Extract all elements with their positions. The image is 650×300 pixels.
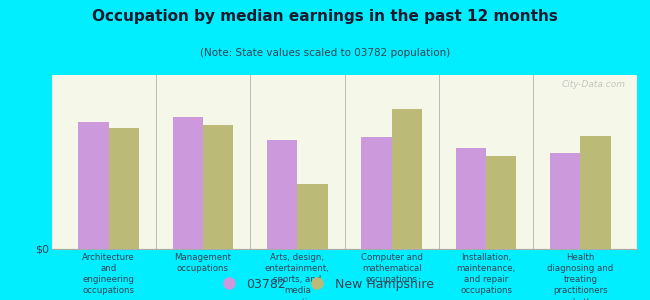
Text: Occupation by median earnings in the past 12 months: Occupation by median earnings in the pas… bbox=[92, 9, 558, 24]
Bar bbox=[109, 128, 139, 249]
Text: City-Data.com: City-Data.com bbox=[562, 80, 625, 89]
Legend: 03782, New Hampshire: 03782, New Hampshire bbox=[216, 278, 434, 291]
Bar bbox=[203, 125, 233, 249]
Bar bbox=[486, 156, 516, 249]
Bar bbox=[267, 140, 297, 249]
Bar bbox=[361, 137, 392, 249]
Bar bbox=[173, 117, 203, 249]
Text: (Note: State values scaled to 03782 population): (Note: State values scaled to 03782 popu… bbox=[200, 48, 450, 58]
Bar bbox=[79, 122, 109, 249]
Bar bbox=[580, 136, 610, 249]
Bar bbox=[392, 109, 422, 249]
Bar bbox=[456, 148, 486, 249]
Bar bbox=[297, 184, 328, 249]
Bar bbox=[550, 153, 580, 249]
